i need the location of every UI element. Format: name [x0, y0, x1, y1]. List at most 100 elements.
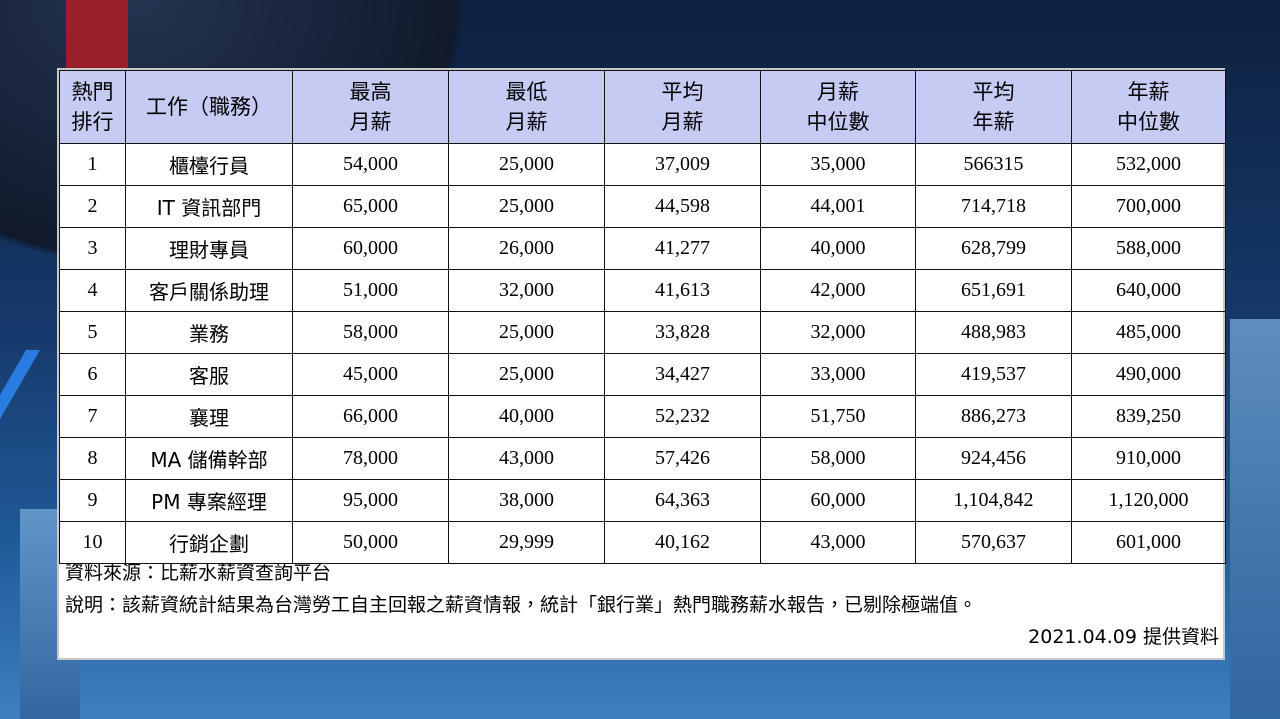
cell: 58,000	[292, 311, 449, 354]
cell: 57,426	[604, 437, 761, 480]
table-row: 2 IT 資訊部門 65,000 25,000 44,598 44,001 714,718 7…	[59, 185, 1226, 228]
cell: 34,427	[604, 353, 761, 396]
cell: 42,000	[760, 269, 916, 312]
job-cell: 行銷企劃	[125, 521, 293, 564]
table-row: 9 PM 專案經理 95,000 38,000 64,363 60,000 1,104,84…	[59, 479, 1226, 522]
cell: 33,000	[760, 353, 916, 396]
salary-table: 熱門 排行 工作（職務） 最高 月薪 最低 月薪 平均 月薪 月薪 中位數 平均 年薪 年薪 中位數 1 櫃檯…	[59, 70, 1226, 564]
cell: 485,000	[1071, 311, 1226, 354]
cell: 9	[59, 479, 126, 522]
header-line: 中位數	[1117, 110, 1180, 134]
cell: 419,537	[915, 353, 1072, 396]
cell: 2	[59, 185, 126, 228]
cell: 32,000	[448, 269, 605, 312]
cell: 44,598	[604, 185, 761, 228]
cell: 51,000	[292, 269, 449, 312]
header-cell: 平均 年薪	[915, 70, 1072, 144]
header-line: 月薪	[817, 80, 859, 104]
cell: 601,000	[1071, 521, 1226, 564]
cell: 25,000	[448, 143, 605, 186]
cell: 44,001	[760, 185, 916, 228]
cell: 60,000	[292, 227, 449, 270]
cell: 66,000	[292, 395, 449, 438]
cell: 54,000	[292, 143, 449, 186]
cell: 43,000	[760, 521, 916, 564]
cell: 588,000	[1071, 227, 1226, 270]
table-row: 4 客戶關係助理 51,000 32,000 41,613 42,000 651,691 64…	[59, 269, 1226, 312]
cell: 33,828	[604, 311, 761, 354]
footer: 資料來源：比薪水薪資查詢平台 說明：該薪資統計結果為台灣勞工自主回報之薪資情報，…	[59, 557, 1225, 653]
job-cell: MA 儲備幹部	[125, 437, 293, 480]
table-body: 1 櫃檯行員 54,000 25,000 37,009 35,000 566315 532,0…	[59, 143, 1226, 564]
cell: 488,983	[915, 311, 1072, 354]
cell: 1,104,842	[915, 479, 1072, 522]
header-line: 平均	[972, 80, 1015, 104]
job-cell: 客服	[125, 353, 293, 396]
cell: 5	[59, 311, 126, 354]
table-row: 3 理財專員 60,000 26,000 41,277 40,000 628,799 588,…	[59, 227, 1226, 270]
table-row: 5 業務 58,000 25,000 33,828 32,000 488,983 485,00…	[59, 311, 1226, 354]
job-cell: IT 資訊部門	[125, 185, 293, 228]
cell: 58,000	[760, 437, 916, 480]
header-line: 中位數	[806, 110, 870, 134]
tie-image	[66, 0, 128, 68]
header-cell: 熱門 排行	[59, 70, 126, 144]
header-line: 年薪	[1127, 80, 1170, 104]
header-line: 月薪	[349, 110, 392, 134]
cell: 26,000	[448, 227, 605, 270]
table-row: 8 MA 儲備幹部 78,000 43,000 57,426 58,000 924,456 9…	[59, 437, 1226, 480]
cell: 65,000	[292, 185, 449, 228]
cell: 7	[59, 395, 126, 438]
cell: 628,799	[915, 227, 1072, 270]
cell: 640,000	[1071, 269, 1226, 312]
table-row: 6 客服 45,000 25,000 34,427 33,000 419,537 490,00…	[59, 353, 1226, 396]
cell: 60,000	[760, 479, 916, 522]
source: 資料來源：比薪水薪資查詢平台	[65, 562, 332, 584]
cell: 25,000	[448, 353, 605, 396]
table-row: 1 櫃檯行員 54,000 25,000 37,009 35,000 566315 532,0…	[59, 143, 1226, 186]
cell: 3	[59, 227, 126, 270]
cell: 714,718	[915, 185, 1072, 228]
cell: 37,009	[604, 143, 761, 186]
cell: 25,000	[448, 185, 605, 228]
cell: 52,232	[604, 395, 761, 438]
job-cell: 客戶關係助理	[125, 269, 293, 312]
job-cell: 櫃檯行員	[125, 143, 293, 186]
cell: 839,250	[1071, 395, 1226, 438]
header-cell: 最低 月薪	[448, 70, 605, 144]
cell: 6	[59, 353, 126, 396]
cell: 1,120,000	[1071, 479, 1226, 522]
job-cell: 理財專員	[125, 227, 293, 270]
header-line: 排行	[71, 110, 114, 134]
header-line: 最低	[505, 80, 548, 104]
header-line: 平均	[661, 80, 704, 104]
table-row: 7 襄理 66,000 40,000 52,232 51,750 886,273 839,25…	[59, 395, 1226, 438]
header-cell: 平均 月薪	[604, 70, 761, 144]
header-cell: 最高 月薪	[292, 70, 449, 144]
cell: 700,000	[1071, 185, 1226, 228]
building	[1230, 319, 1280, 719]
note: 說明：該薪資統計結果為台灣勞工自主回報之薪資情報，統計「銀行業」熱門職務薪水報告…	[65, 594, 978, 616]
table-row: 10 行銷企劃 50,000 29,999 40,162 43,000 570,637 601…	[59, 521, 1226, 564]
cell: 566315	[915, 143, 1072, 186]
job-cell: 襄理	[125, 395, 293, 438]
cell: 40,000	[760, 227, 916, 270]
cell: 51,750	[760, 395, 916, 438]
header-line: 月薪	[661, 110, 704, 134]
job-cell: 業務	[125, 311, 293, 354]
cell: 8	[59, 437, 126, 480]
header-row: 熱門 排行 工作（職務） 最高 月薪 最低 月薪 平均 月薪 月薪 中位數 平均 年薪 年薪 中位數	[59, 70, 1226, 144]
cell: 1	[59, 143, 126, 186]
cell: 532,000	[1071, 143, 1226, 186]
cell: 490,000	[1071, 353, 1226, 396]
cell: 43,000	[448, 437, 605, 480]
cell: 38,000	[448, 479, 605, 522]
job-cell: PM 專案經理	[125, 479, 293, 522]
cell: 32,000	[760, 311, 916, 354]
date: 2021.04.09 提供資料	[1028, 626, 1219, 648]
table-frame: 熱門 排行 工作（職務） 最高 月薪 最低 月薪 平均 月薪 月薪 中位數 平均 年薪 年薪 中位數 1 櫃檯…	[57, 68, 1226, 660]
cell: 45,000	[292, 353, 449, 396]
cell: 41,613	[604, 269, 761, 312]
header-cell: 月薪 中位數	[760, 70, 916, 144]
